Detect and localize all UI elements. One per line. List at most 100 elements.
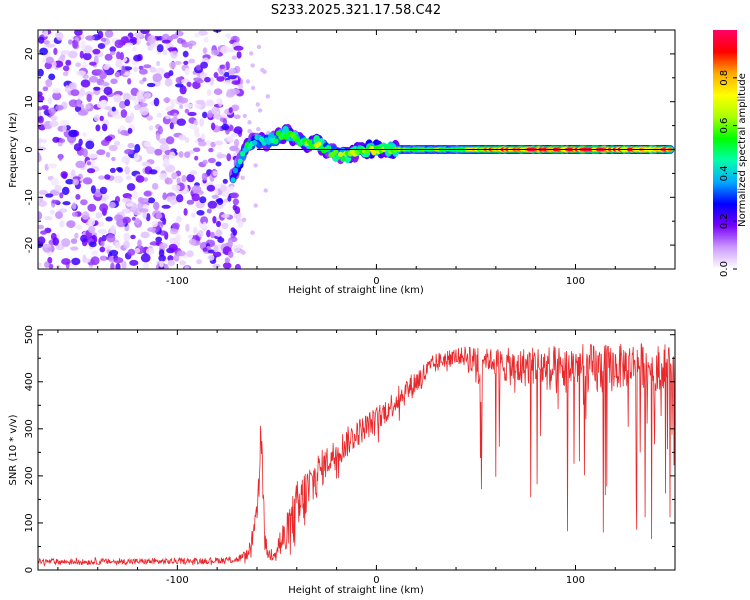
snr-x-ticks: -100 0 100 (57, 330, 656, 586)
y-tick-label: 200 (24, 466, 35, 485)
noise-blob (163, 263, 169, 269)
x-tick-label: 0 (373, 276, 379, 287)
noise-blob (77, 110, 88, 116)
noise-blob (93, 114, 100, 122)
noise-blob (168, 243, 178, 251)
ridge-cell (316, 141, 322, 147)
noise-blob (124, 99, 131, 107)
noise-blob (48, 263, 54, 269)
noise-blob (88, 225, 96, 234)
noise-blob (114, 39, 124, 49)
noise-blob (39, 47, 48, 56)
noise-blob (97, 43, 106, 49)
noise-blob (99, 115, 104, 122)
snr-series (38, 343, 675, 567)
noise-blob (95, 212, 103, 219)
noise-blob (212, 170, 218, 176)
noise-blob (54, 184, 62, 192)
noise-blob (148, 125, 154, 131)
snr-frame (37, 329, 676, 571)
colorbar-ticks: 0.0 0.2 0.4 0.6 0.8 (719, 70, 737, 277)
noise-blob (89, 241, 97, 248)
noise-blob (153, 201, 160, 211)
noise-blob (109, 249, 119, 256)
noise-blob (123, 232, 131, 242)
noise-blob (74, 105, 82, 113)
noise-blob (227, 251, 234, 258)
noise-blob (80, 234, 88, 243)
noise-blob (247, 120, 252, 125)
noise-blob (231, 80, 241, 85)
noise-blob (194, 132, 201, 138)
noise-blob (192, 81, 201, 90)
spectrogram-signal-ridge (228, 124, 675, 184)
noise-blob (100, 99, 108, 108)
noise-blob (113, 257, 124, 264)
noise-blob (100, 37, 107, 42)
noise-blob (110, 51, 116, 56)
noise-blob (146, 247, 155, 256)
noise-blob (191, 193, 200, 202)
noise-blob (126, 183, 136, 191)
noise-blob (225, 32, 232, 39)
noise-blob (75, 194, 81, 200)
noise-blob (173, 112, 178, 118)
noise-blob (130, 95, 137, 101)
noise-blob (121, 65, 126, 74)
noise-blob (76, 98, 82, 108)
y-tick-label: 400 (24, 372, 35, 391)
colorbar: 0.0 0.2 0.4 0.6 0.8 Normalized spectral ampl… (713, 30, 748, 277)
noise-blob (219, 64, 226, 70)
noise-blob (103, 86, 113, 96)
noise-blob (162, 192, 167, 200)
noise-blob (230, 192, 240, 199)
noise-blob (129, 112, 135, 121)
noise-blob (206, 184, 216, 192)
noise-blob (234, 263, 241, 269)
noise-blob (52, 88, 61, 94)
noise-blob (214, 187, 219, 196)
noise-blob (164, 177, 173, 185)
noise-blob (226, 135, 234, 142)
noise-blob (149, 66, 157, 73)
noise-blob (115, 263, 121, 269)
noise-blob (91, 250, 99, 256)
noise-blob (110, 225, 116, 234)
ridge-cell (371, 149, 377, 156)
noise-blob (136, 90, 146, 100)
noise-blob (162, 50, 167, 56)
noise-blob (43, 30, 49, 37)
noise-blob (47, 97, 53, 105)
noise-blob (176, 194, 184, 203)
noise-blob (121, 198, 131, 203)
noise-blob (133, 54, 142, 62)
noise-blob (191, 185, 202, 194)
noise-blob (161, 204, 171, 209)
x-tick-label: 100 (566, 575, 585, 586)
noise-blob (169, 151, 176, 159)
snr-line (38, 343, 675, 567)
noise-blob (198, 140, 207, 147)
noise-blob (79, 87, 85, 97)
noise-blob (134, 143, 141, 153)
noise-blob (71, 257, 81, 266)
noise-blob (171, 172, 178, 180)
noise-blob (87, 217, 96, 226)
noise-blob (110, 262, 115, 269)
noise-blob (82, 52, 92, 61)
noise-blob (231, 55, 237, 60)
noise-blob (151, 220, 158, 228)
ridge-cell (230, 177, 236, 183)
noise-blob (188, 43, 193, 50)
noise-blob (66, 220, 76, 229)
noise-blob (44, 261, 50, 269)
noise-blob (106, 234, 116, 243)
noise-blob (125, 42, 133, 47)
noise-blob (227, 75, 237, 80)
noise-blob (170, 49, 178, 59)
noise-blob (153, 97, 160, 107)
spectrogram-title: S233.2025.321.17.58.C42 (271, 3, 441, 18)
noise-blob (68, 82, 75, 90)
noise-blob (232, 198, 239, 206)
noise-blob (165, 114, 171, 120)
